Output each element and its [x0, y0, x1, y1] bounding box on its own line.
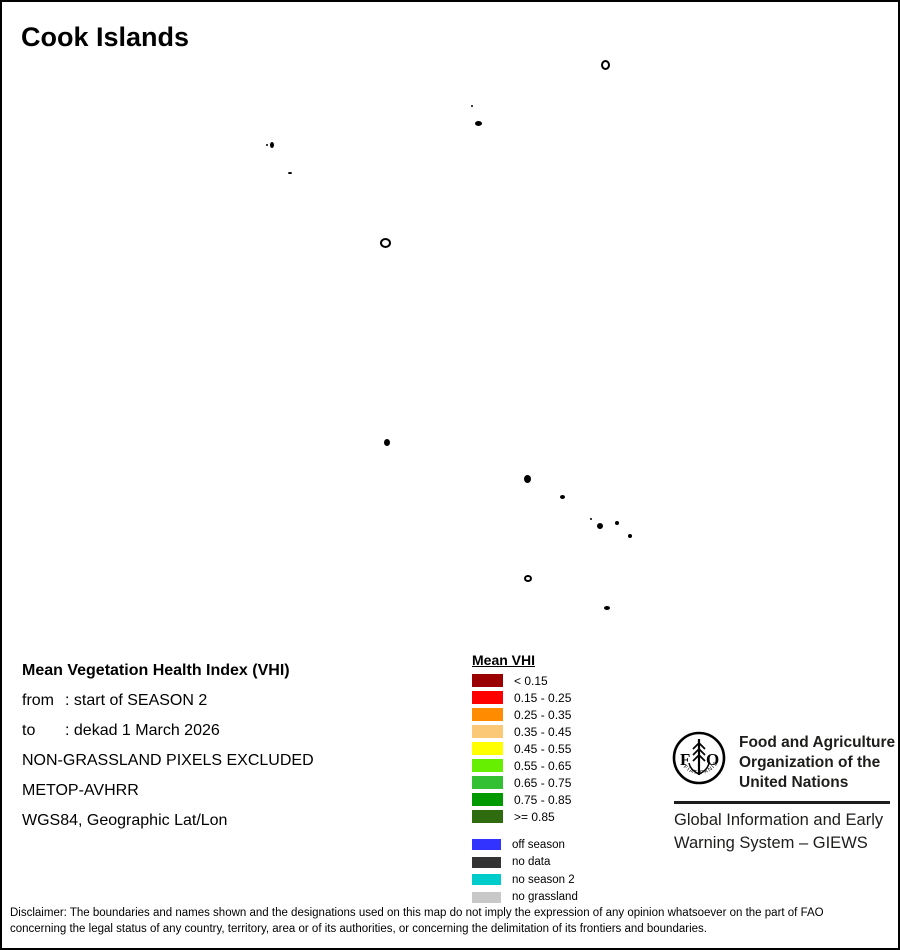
info-row-to: to : dekad 1 March 2026 — [22, 716, 314, 746]
legend-swatch — [472, 759, 503, 772]
giews-line-2: Warning System – GIEWS — [674, 834, 868, 852]
legend-row: 0.15 - 0.25 — [472, 689, 571, 706]
fao-letter-o: O — [706, 750, 719, 769]
vhi-legend: Mean VHI < 0.15 0.15 - 0.25 0.25 - 0.35 0.3… — [472, 652, 571, 825]
legend-row: 0.25 - 0.35 — [472, 706, 571, 723]
legend-swatch — [472, 793, 503, 806]
legend-swatch — [472, 839, 501, 851]
island-dot — [384, 439, 390, 446]
island-dot — [560, 495, 565, 499]
wheat-icon — [688, 739, 710, 775]
island-ring — [524, 575, 532, 582]
legend-row: 0.65 - 0.75 — [472, 774, 571, 791]
island-dot — [590, 518, 592, 520]
footer-divider — [674, 801, 890, 804]
info-line-sensor: METOP-AVHRR — [22, 782, 139, 799]
giews-line-1: Global Information and Early — [674, 811, 884, 829]
legend-label: no grassland — [512, 891, 578, 904]
from-label: from — [22, 692, 54, 709]
legend-swatch — [472, 810, 503, 823]
legend-swatch — [472, 742, 503, 755]
fao-letter-f: F — [680, 750, 690, 769]
island-dot — [475, 121, 482, 126]
legend-swatch — [472, 691, 503, 704]
legend-label: off season — [512, 838, 565, 851]
info-row-from: from : start of SEASON 2 — [22, 686, 314, 716]
org-line-1: Food and Agriculture — [739, 734, 896, 751]
vhi-classes: < 0.15 0.15 - 0.25 0.25 - 0.35 0.35 - 0.45 0… — [472, 672, 571, 825]
legend-row: 0.55 - 0.65 — [472, 757, 571, 774]
info-line-pixels: NON-GRASSLAND PIXELS EXCLUDED — [22, 752, 314, 769]
legend-row: off season — [472, 836, 578, 854]
org-line-2: Organization of the — [739, 754, 881, 771]
island-ring — [601, 60, 610, 70]
from-value: : start of SEASON 2 — [65, 692, 208, 709]
legend-row: no data — [472, 854, 578, 872]
disclaimer-line-2: concerning the legal status of any count… — [10, 922, 707, 935]
island-dot — [471, 105, 473, 107]
island-dot — [288, 172, 292, 174]
legend-row: no season 2 — [472, 871, 578, 889]
legend-swatch — [472, 874, 501, 886]
fao-org-name: Food and Agriculture Organization of the… — [739, 733, 895, 793]
legend-label: no season 2 — [512, 873, 575, 886]
legend-label: no data — [512, 856, 551, 869]
island-dot — [628, 534, 632, 538]
island-dot — [524, 475, 531, 483]
legend-swatch — [472, 891, 501, 903]
island-ring — [380, 238, 391, 248]
legend-row: >= 0.85 — [472, 808, 571, 825]
legend-swatch — [472, 708, 503, 721]
info-line-projection: WGS84, Geographic Lat/Lon — [22, 812, 228, 829]
legend-label: 0.35 - 0.45 — [514, 724, 572, 739]
legend-title: Mean VHI — [472, 652, 536, 668]
island-dot — [266, 144, 268, 146]
legend-label: 0.45 - 0.55 — [514, 741, 572, 756]
giews-name: Global Information and Early Warning Sys… — [674, 809, 883, 855]
legend-swatch — [472, 856, 501, 868]
legend-label: 0.65 - 0.75 — [514, 775, 572, 790]
to-label: to — [22, 722, 36, 739]
legend-row: 0.35 - 0.45 — [472, 723, 571, 740]
fao-logo: F O FIAT PANIS — [672, 731, 726, 785]
island-dot — [597, 523, 603, 529]
legend-label: 0.75 - 0.85 — [514, 792, 572, 807]
org-line-3: United Nations — [739, 774, 849, 791]
legend-label: >= 0.85 — [514, 809, 555, 824]
legend-swatch — [472, 674, 503, 687]
info-block: Mean Vegetation Health Index (VHI) from:… — [22, 656, 314, 836]
legend-row: 0.45 - 0.55 — [472, 740, 571, 757]
disclaimer-line-1: Disclaimer: The boundaries and names sho… — [10, 907, 824, 919]
legend-swatch — [472, 776, 503, 789]
page-title: Cook Islands — [21, 22, 190, 52]
island-dot — [604, 606, 610, 610]
info-title: Mean Vegetation Health Index (VHI) — [22, 662, 290, 679]
disclaimer: Disclaimer: The boundaries and names sho… — [10, 906, 890, 937]
legend-label: 0.55 - 0.65 — [514, 758, 572, 773]
fao-logo-ring — [672, 731, 726, 785]
legend-row: < 0.15 — [472, 672, 571, 689]
legend-row: 0.75 - 0.85 — [472, 791, 571, 808]
to-value: : dekad 1 March 2026 — [65, 722, 220, 739]
island-dot — [615, 521, 619, 525]
legend-label: 0.15 - 0.25 — [514, 690, 572, 705]
legend-label: < 0.15 — [514, 673, 548, 688]
legend-swatch — [472, 725, 503, 738]
island-dot — [270, 142, 274, 148]
legend-label: 0.25 - 0.35 — [514, 707, 572, 722]
vhi-status: off season no data no season 2 no grassland — [472, 836, 578, 906]
legend-row: no grassland — [472, 889, 578, 907]
